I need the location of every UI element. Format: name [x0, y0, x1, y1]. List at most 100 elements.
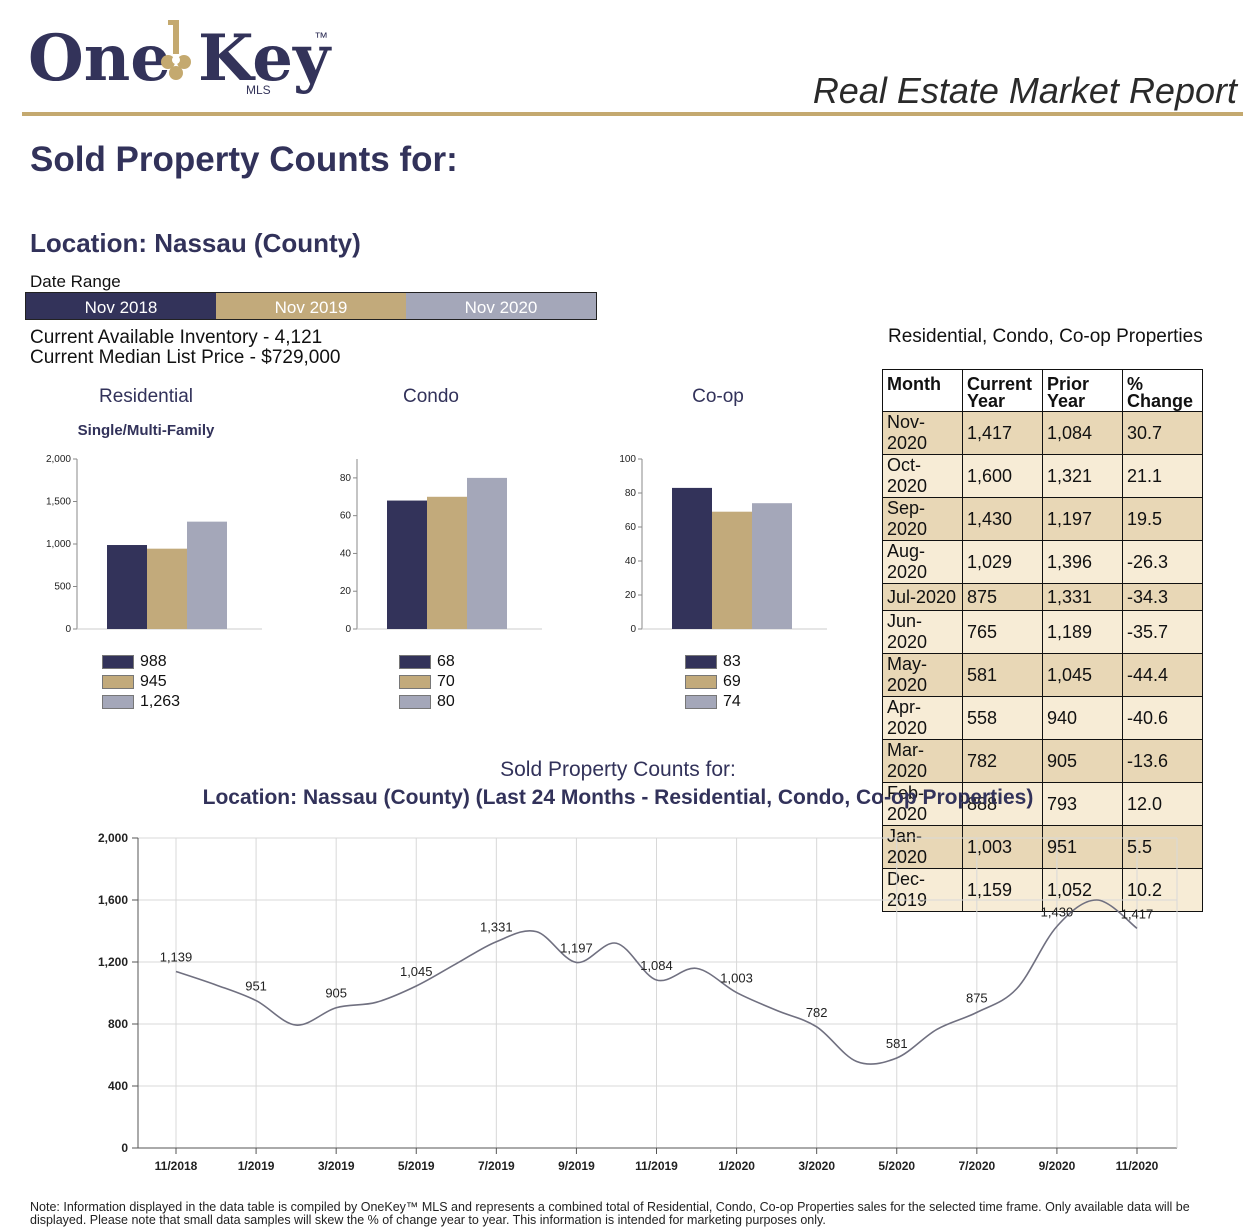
cell-pct-change: 12.0	[1122, 782, 1203, 826]
data-label: 1,139	[160, 949, 193, 964]
legend-item: 945	[102, 673, 180, 690]
data-label: 1,045	[400, 964, 433, 979]
bar	[387, 500, 427, 629]
logo-trademark: ™	[314, 29, 328, 45]
cell-current-year: 1,003	[962, 825, 1043, 869]
cell-month: Jul-2020	[882, 583, 963, 611]
legend-item: 80	[399, 693, 455, 710]
column-header-pct-change: % Change	[1122, 369, 1203, 412]
residential-chart-title: Residential	[99, 386, 193, 407]
legend-swatch	[685, 695, 717, 709]
date-range-period: Nov 2020	[406, 293, 596, 319]
data-label: 581	[886, 1036, 908, 1051]
cell-prior-year: 1,197	[1042, 497, 1123, 541]
cell-prior-year: 793	[1042, 782, 1123, 826]
cell-current-year: 875	[962, 583, 1043, 611]
line-chart-title: Sold Property Counts for:	[500, 758, 736, 781]
table-row: Nov-2020 1,417 1,084 30.7	[882, 411, 1203, 455]
x-tick-label: 7/2020	[958, 1159, 995, 1173]
legend-swatch	[399, 655, 431, 669]
table-row: Oct-2020 1,600 1,321 21.1	[882, 454, 1203, 498]
y-tick-label: 60	[625, 522, 637, 533]
y-tick-label: 1,600	[98, 893, 128, 907]
y-tick-label: 40	[340, 548, 352, 559]
residential-legend: 988 945 1,263	[102, 653, 180, 710]
x-tick-label: 9/2020	[1039, 1159, 1076, 1173]
location-heading: Location: Nassau (County)	[30, 228, 361, 258]
legend-value: 80	[437, 693, 455, 710]
legend-item: 74	[685, 693, 741, 710]
data-label: 1,417	[1121, 906, 1154, 921]
date-range-period: Nov 2019	[216, 293, 406, 319]
current-median-price: Current Median List Price - $729,000	[30, 347, 341, 368]
logo-mls: MLS	[246, 83, 271, 97]
y-tick-label: 0	[630, 624, 636, 635]
column-header-month: Month	[882, 369, 963, 412]
cell-current-year: 1,430	[962, 497, 1043, 541]
legend-value: 68	[437, 653, 455, 670]
bar	[107, 545, 147, 629]
x-tick-label: 1/2019	[238, 1159, 275, 1173]
coop-chart-title: Co-op	[692, 386, 744, 407]
line-chart-subtitle: Location: Nassau (County) (Last 24 Month…	[202, 786, 1034, 809]
condo-bar-chart: 0 20 40 60 80	[340, 459, 542, 635]
y-tick-label: 0	[65, 624, 71, 635]
cell-pct-change: -44.4	[1122, 653, 1203, 697]
y-tick-label: 1,200	[98, 955, 128, 969]
y-tick-label: 80	[340, 473, 352, 484]
y-tick-label: 20	[625, 590, 637, 601]
table-row: Apr-2020 558 940 -40.6	[882, 696, 1203, 740]
x-tick-label: 3/2020	[798, 1159, 835, 1173]
sold-counts-table: Month Current Year Prior Year % Change N…	[882, 369, 1203, 912]
cell-month: Feb-2020	[882, 782, 963, 826]
table-caption: Residential, Condo, Co-op Properties	[888, 326, 1203, 347]
table-row: Mar-2020 782 905 -13.6	[882, 739, 1203, 783]
legend-item: 988	[102, 653, 180, 670]
series-line	[175, 899, 1138, 1065]
cell-prior-year: 951	[1042, 825, 1123, 869]
bar	[187, 521, 227, 629]
legend-swatch	[399, 675, 431, 689]
y-tick-label: 100	[619, 454, 636, 465]
condo-chart-title: Condo	[403, 386, 459, 407]
x-tick-label: 3/2019	[318, 1159, 355, 1173]
current-inventory: Current Available Inventory - 4,121	[30, 327, 323, 348]
cell-prior-year: 1,084	[1042, 411, 1123, 455]
table-row: Dec-2019 1,159 1,052 10.2	[882, 868, 1203, 912]
footnote: Note: Information displayed in the data …	[30, 1200, 1190, 1227]
x-tick-label: 11/2018	[155, 1159, 198, 1173]
cell-prior-year: 905	[1042, 739, 1123, 783]
cell-month: Jun-2020	[882, 610, 963, 654]
date-range-label: Date Range	[30, 272, 121, 291]
table-row: Feb-2020 888 793 12.0	[882, 782, 1203, 826]
legend-value: 74	[723, 693, 741, 710]
data-label: 1,084	[640, 958, 673, 973]
report-title: Real Estate Market Report	[812, 70, 1237, 111]
legend-item: 83	[685, 653, 741, 670]
cell-pct-change: -26.3	[1122, 540, 1203, 584]
y-tick-label: 0	[345, 624, 351, 635]
y-tick-label: 800	[108, 1017, 128, 1031]
y-tick-label: 1,000	[46, 539, 71, 550]
column-header-current-year: Current Year	[962, 369, 1043, 412]
cell-month: May-2020	[882, 653, 963, 697]
bar	[712, 511, 752, 629]
cell-pct-change: -34.3	[1122, 583, 1203, 611]
cell-current-year: 1,417	[962, 411, 1043, 455]
data-label: 782	[806, 1005, 828, 1020]
legend-value: 69	[723, 673, 741, 690]
cell-month: Sep-2020	[882, 497, 963, 541]
cell-prior-year: 1,331	[1042, 583, 1123, 611]
y-tick-label: 0	[121, 1141, 128, 1155]
y-tick-label: 1,500	[46, 497, 71, 508]
cell-month: Mar-2020	[882, 739, 963, 783]
x-tick-label: 1/2020	[718, 1159, 755, 1173]
cell-month: Aug-2020	[882, 540, 963, 584]
legend-swatch	[102, 695, 134, 709]
date-range-bar: Nov 2018 Nov 2019 Nov 2020	[25, 292, 597, 320]
coop-bar-chart: 0 20 40 60 80 100	[619, 454, 827, 635]
data-label: 905	[325, 986, 347, 1001]
cell-pct-change: 30.7	[1122, 411, 1203, 455]
table-row: May-2020 581 1,045 -44.4	[882, 653, 1203, 697]
logo-text-one: One	[28, 21, 171, 96]
